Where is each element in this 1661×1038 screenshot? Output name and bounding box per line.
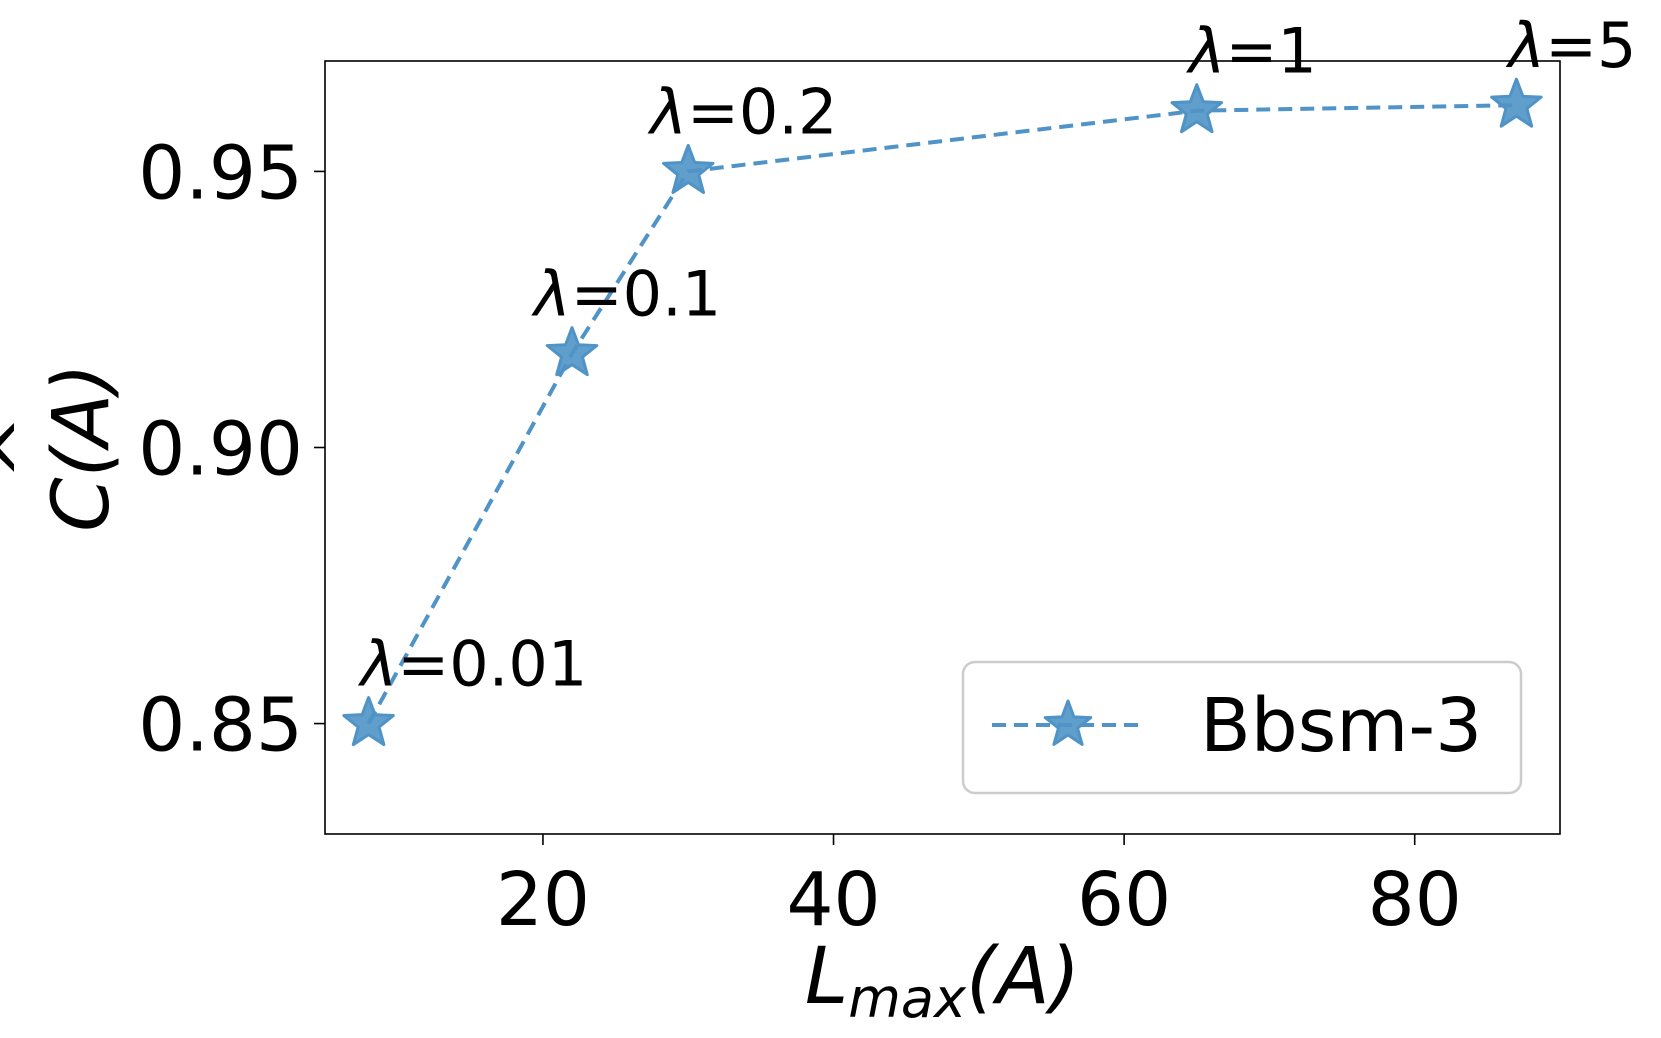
x-axis-label-tail: (A)	[966, 932, 1080, 1022]
data-label: λ=5	[1505, 9, 1636, 82]
x-axis-label: Lmax(A)	[805, 932, 1080, 1030]
plot-area: λ=0.01λ=0.1λ=0.2λ=1 λ=5	[342, 9, 1637, 747]
data-label-lambda: λ	[1186, 15, 1226, 88]
x-tick-label: 60	[1077, 857, 1171, 943]
legend-frame	[961, 660, 1523, 795]
y-tick-label: 0.85	[138, 683, 303, 769]
data-point-star-marker	[662, 143, 715, 194]
data-point-star-marker	[545, 326, 599, 377]
y-axis-label-hat: ^	[0, 415, 69, 480]
x-tick-label: 20	[496, 857, 590, 943]
data-label-value: =0.01	[397, 628, 587, 701]
data-label: λ=0.1	[531, 258, 721, 331]
axis-labels: Lmax(A) ^ C(A)	[0, 363, 1080, 1030]
y-tick-label: 0.95	[138, 130, 303, 216]
data-label-lambda: λ	[531, 258, 571, 331]
legend-star-marker	[1043, 699, 1093, 746]
data-label-value: =5	[1545, 9, 1636, 82]
y-tick-label: 0.90	[138, 407, 303, 493]
data-label: λ=1	[1186, 15, 1317, 88]
data-label-value: =1	[1225, 15, 1316, 88]
legend-label: Bbsm-3	[1200, 683, 1482, 769]
data-label-value: =0.1	[571, 258, 722, 331]
data-label: λ=0.01	[358, 628, 588, 701]
x-tick-label: 80	[1368, 857, 1462, 943]
legend: Bbsm-3	[961, 660, 1523, 795]
data-point-star-marker	[342, 696, 395, 747]
axes: 20 40 60 80 0.85 0.90 0.95	[138, 60, 1561, 943]
data-point-star-marker	[1170, 83, 1223, 134]
data-label-lambda: λ	[358, 628, 398, 701]
y-axis-label-text: C(A)	[37, 363, 127, 532]
x-axis-label-main: L	[805, 932, 848, 1022]
y-axis-label-tail: (A)	[37, 363, 127, 477]
data-label: λ=0.2	[647, 75, 837, 148]
data-label-lambda: λ	[1505, 9, 1545, 82]
x-tick-label: 40	[786, 857, 880, 943]
data-label-lambda: λ	[647, 75, 687, 148]
data-point-star-marker	[1490, 77, 1543, 128]
data-label-value: =0.2	[687, 75, 838, 148]
x-axis-label-sub: max	[848, 967, 967, 1030]
y-axis-label-main: C	[37, 477, 127, 532]
y-axis-label: ^ C(A)	[0, 363, 127, 532]
